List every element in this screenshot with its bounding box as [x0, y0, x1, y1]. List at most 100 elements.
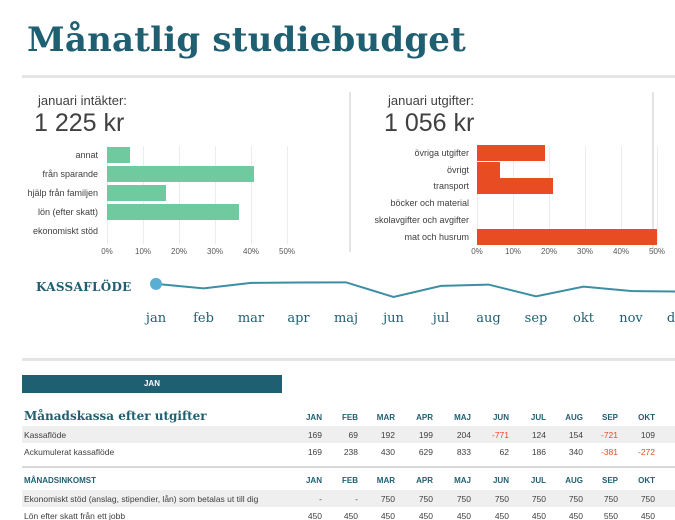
expense-gridline: [549, 146, 550, 244]
expense-bar: [477, 145, 546, 161]
column-header: MAJ: [454, 413, 471, 422]
income-tick-label: 10%: [134, 247, 152, 256]
table-cell: 238: [343, 447, 358, 457]
column-header: JAN: [305, 413, 322, 422]
expense-gridline: [477, 146, 478, 244]
title-divider: [22, 75, 675, 78]
table-cell: 430: [380, 447, 395, 457]
table-cell: -2: [662, 447, 675, 457]
table-cell: 750: [603, 494, 618, 504]
expense-bar: [477, 178, 553, 195]
income-category-label: annat: [75, 150, 98, 160]
row-label: Kassaflöde: [24, 430, 67, 440]
table-divider: [22, 466, 675, 468]
table-row: [22, 426, 675, 443]
table-cell: 833: [456, 447, 471, 457]
expense-category-label: mat och husrum: [404, 231, 469, 242]
expense-category-label: böcker och material: [390, 198, 469, 209]
cashflow-month-label: mar: [237, 311, 265, 326]
column-header: JUL: [530, 476, 546, 485]
expense-category-label: transport: [433, 181, 469, 192]
column-header: AUG: [565, 413, 583, 422]
income-tick-label: 50%: [278, 247, 296, 256]
table-cell: 550: [603, 511, 618, 520]
expense-bar: [477, 228, 657, 245]
income-total: 1 225 kr: [34, 109, 125, 137]
income-tick-label: 30%: [206, 247, 224, 256]
table-cell: 169: [307, 430, 322, 440]
expense-gridline: [657, 146, 658, 244]
table-cell: 450: [418, 511, 433, 520]
panel-divider-right: [652, 92, 654, 252]
table-cell: -381: [600, 447, 618, 457]
expense-tick-label: 0%: [471, 247, 483, 256]
table-cell: 75: [662, 494, 675, 504]
cashflow-month-label: jun: [383, 311, 404, 326]
table-cell: 450: [494, 511, 509, 520]
expense-bar: [477, 161, 501, 178]
column-header: MAR: [376, 413, 395, 422]
table-cell: 204: [456, 430, 471, 440]
expense-category-label: skolavgifter och avgifter: [374, 214, 469, 225]
table-cell: 169: [307, 447, 322, 457]
table-cell: 199: [418, 430, 433, 440]
income-gridline: [251, 146, 252, 244]
income-category-label: hjälp från familjen: [27, 188, 98, 198]
table-cell: 450: [343, 511, 358, 520]
column-header: FEB: [342, 413, 358, 422]
cashflow-month-label: sep: [524, 311, 548, 326]
table-cell: -: [355, 494, 358, 504]
table-cell: 340: [568, 447, 583, 457]
cashflow-start-point: [150, 277, 162, 290]
table-cell: 450: [456, 511, 471, 520]
row-label: Ackumulerat kassaflöde: [24, 447, 115, 457]
table-cell: 109: [640, 430, 655, 440]
cashflow-month-label: jul: [432, 311, 450, 326]
expense-tick-label: 10%: [504, 247, 522, 256]
table-cell: 629: [418, 447, 433, 457]
income-bar: [107, 147, 131, 163]
table-cell: 750: [380, 494, 395, 504]
income-table-title: MÅNADSINKOMST: [24, 476, 96, 485]
column-header: JUN: [492, 413, 509, 422]
cashflow-month-label: dec: [666, 311, 675, 326]
income-tick-label: 0%: [101, 247, 113, 256]
income-bar: [107, 185, 166, 201]
table-cell: 62: [499, 447, 509, 457]
expense-category-label: övriga utgifter: [414, 148, 469, 158]
month-selector[interactable]: JAN: [22, 375, 282, 393]
cashflow-month-label: nov: [619, 311, 643, 326]
cashflow-month-label: jan: [145, 311, 167, 326]
cashflow-month-label: feb: [193, 311, 214, 326]
expense-gridline: [585, 146, 586, 244]
table-cell: 750: [494, 494, 509, 504]
income-category-label: lön (efter skatt): [37, 207, 98, 217]
income-tick-label: 40%: [242, 247, 260, 256]
table-cell: 450: [380, 511, 395, 520]
table-cell: 69: [348, 430, 358, 440]
cashflow-title: KASSAFLÖDE: [36, 280, 132, 294]
income-gridline: [287, 146, 288, 244]
expense-label: januari utgifter:: [388, 93, 474, 108]
income-bar: [107, 166, 254, 182]
table-cell: 192: [380, 430, 395, 440]
cashflow-month-label: maj: [333, 311, 359, 326]
column-header: NO: [662, 476, 675, 485]
expense-tick-label: 20%: [540, 247, 558, 256]
column-header: AUG: [565, 476, 583, 485]
column-header: JAN: [305, 476, 322, 485]
page-title: Månatlig studiebudget: [27, 20, 467, 60]
cashflow-line: [155, 281, 675, 299]
cashflow-month-label: aug: [476, 311, 501, 326]
income-gridline: [215, 146, 216, 244]
column-header: APR: [416, 413, 433, 422]
income-category-label: ekonomiskt stöd: [32, 226, 98, 236]
column-header: JUN: [492, 476, 509, 485]
table-cell: 154: [568, 430, 583, 440]
panel-divider: [349, 92, 351, 252]
table-cell: 450: [640, 511, 655, 520]
column-header: OKT: [638, 476, 655, 485]
column-header: MAR: [376, 476, 395, 485]
cashflow-month-label: apr: [287, 311, 310, 326]
table-cell: 186: [531, 447, 546, 457]
